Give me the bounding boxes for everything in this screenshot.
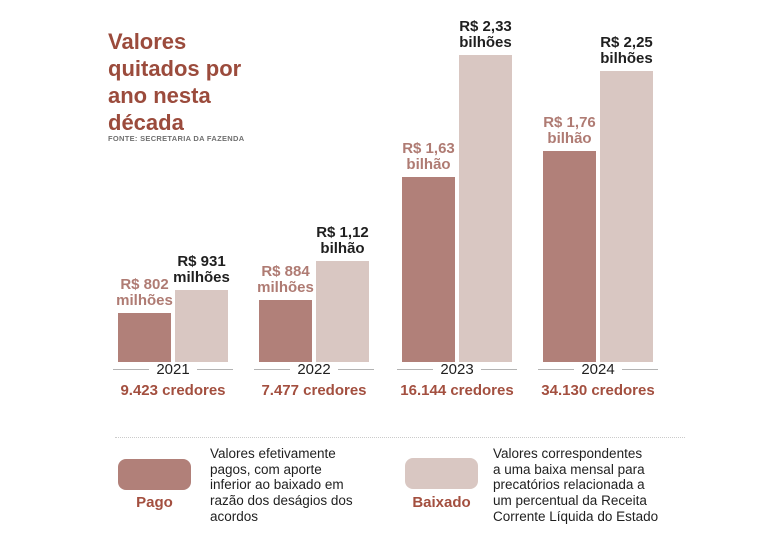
bar-pago-2024 [543,151,596,362]
page-title: Valores quitados por ano nesta década [108,29,242,135]
legend-swatch-pago [118,459,191,490]
source-note: FONTE: SECRETARIA DA FAZENDA [108,134,245,143]
bar-value-label-baixado-2022: R$ 1,12 bilhão [316,224,369,257]
bar-value-label-baixado-2023: R$ 2,33 bilhões [459,18,512,51]
legend-label-baixado: Baixado [412,494,471,511]
legend-divider [115,437,685,438]
creditors-label-2023: 16.144 credores [400,382,514,399]
year-dash-right [196,369,233,370]
year-dash-right [480,369,517,370]
bar-group-2022: R$ 884 milhões R$ 1,12 bilhão [257,225,369,362]
bar-value-label-baixado-2024: R$ 2,25 bilhões [600,34,653,67]
bar-group-2021: R$ 802 milhões R$ 931 milhões [116,254,230,362]
bar-column-baixado-2021: R$ 931 milhões [173,254,230,362]
bar-baixado-2022 [316,261,369,362]
year-axis-2023: 2023 [397,361,517,378]
bar-pago-2021 [118,313,171,362]
bar-value-label-pago-2023: R$ 1,63 bilhão [402,140,455,173]
creditors-label-2024: 34.130 credores [541,382,655,399]
creditors-label-2021: 9.423 credores [120,382,226,399]
bar-group-2023: R$ 1,63 bilhão R$ 2,33 bilhões [402,19,512,362]
bar-column-pago-2024: R$ 1,76 bilhão [543,115,596,362]
year-dash-left [254,369,291,370]
creditors-label-2022: 7.477 credores [261,382,367,399]
legend-description-baixado: Valores correspondentes a uma baixa mens… [493,446,659,524]
bar-column-baixado-2022: R$ 1,12 bilhão [316,225,369,362]
year-axis-2022: 2022 [254,361,374,378]
year-label: 2022 [297,361,331,378]
bar-baixado-2021 [175,290,228,362]
year-dash-right [621,369,658,370]
bar-column-baixado-2024: R$ 2,25 bilhões [600,35,653,362]
legend-swatch-baixado [405,458,478,489]
year-dash-left [397,369,434,370]
bar-baixado-2024 [600,71,653,362]
bar-pago-2023 [402,177,455,362]
bar-column-pago-2022: R$ 884 milhões [257,264,314,362]
year-dash-right [337,369,374,370]
bar-value-label-pago-2021: R$ 802 milhões [116,276,173,309]
bar-value-label-pago-2024: R$ 1,76 bilhão [543,114,596,147]
bar-group-2024: R$ 1,76 bilhão R$ 2,25 bilhões [543,35,653,362]
year-axis-2021: 2021 [113,361,233,378]
bar-baixado-2023 [459,55,512,362]
bar-pago-2022 [259,300,312,362]
bar-column-baixado-2023: R$ 2,33 bilhões [459,19,512,362]
year-axis-2024: 2024 [538,361,658,378]
legend-label-pago: Pago [136,494,173,511]
year-label: 2023 [440,361,474,378]
year-label: 2024 [581,361,615,378]
year-dash-left [113,369,150,370]
bar-column-pago-2023: R$ 1,63 bilhão [402,141,455,362]
legend-description-pago: Valores efetivamente pagos, com aporte i… [210,446,353,524]
year-label: 2021 [156,361,190,378]
bar-value-label-pago-2022: R$ 884 milhões [257,263,314,296]
bar-column-pago-2021: R$ 802 milhões [116,277,173,362]
bar-value-label-baixado-2021: R$ 931 milhões [173,253,230,286]
year-dash-left [538,369,575,370]
